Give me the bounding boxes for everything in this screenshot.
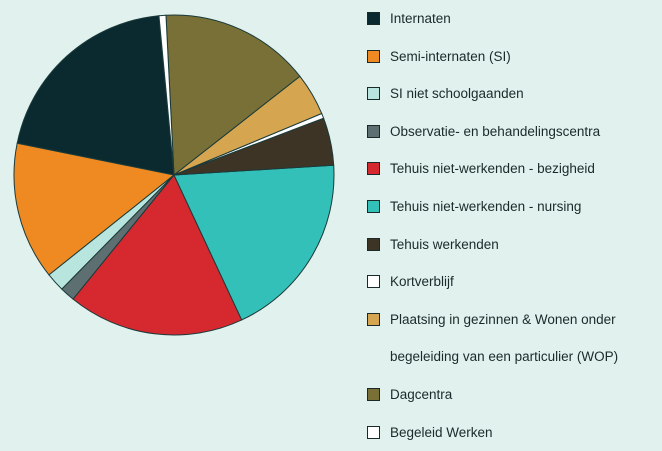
legend-swatch — [367, 275, 380, 289]
legend-swatch — [367, 199, 380, 213]
page: Internaten Semi-internaten (SI) SI niet sc… — [13, 11, 619, 440]
legend-swatch — [367, 237, 380, 251]
legend-label: Kortverblijf — [390, 274, 454, 290]
legend-swatch — [367, 312, 380, 326]
legend-item: Tehuis niet-werkenden - nursing — [367, 188, 662, 226]
pie-slice — [72, 174, 243, 336]
legend-item: Internaten — [367, 0, 662, 38]
pie-slice — [158, 14, 175, 176]
legend-swatch — [367, 124, 380, 138]
legend-label: Tehuis niet-werkenden - bezigheid — [390, 161, 595, 177]
pie-slice — [13, 142, 176, 276]
legend-label: Internaten — [390, 11, 451, 26]
legend-item: Dagcentra — [367, 376, 662, 414]
legend-item: Plaatsing in gezinnen & Wonen onder bege… — [367, 301, 662, 376]
legend-swatch — [367, 49, 380, 63]
legend-label: Dagcentra — [390, 386, 453, 402]
pie-slice — [165, 14, 301, 176]
legend-swatch — [367, 87, 380, 101]
legend-label: SI niet schoolgaanden — [390, 86, 524, 102]
legend-swatch — [367, 425, 380, 439]
legend-swatch — [367, 12, 380, 25]
legend-item: Observatie- en behandelingscentra — [367, 113, 662, 151]
legend-label: Begeleid Werken — [390, 424, 493, 440]
pie-slice — [16, 15, 175, 176]
legend-swatch — [367, 387, 380, 401]
legend-item: Begeleid Werken — [367, 414, 662, 451]
legend-label: Plaatsing in gezinnen & Wonen onder bege… — [390, 311, 619, 365]
legend-item: SI niet schoolgaanden — [367, 75, 662, 113]
legend: Internaten Semi-internaten (SI) SI niet sc… — [367, 0, 662, 451]
legend-item: Kortverblijf — [367, 263, 662, 301]
legend-item: Tehuis niet-werkenden - bezigheid — [367, 150, 662, 188]
legend-label: Semi-internaten (SI) — [390, 48, 511, 64]
legend-label: Tehuis niet-werkenden - nursing — [390, 198, 582, 214]
legend-item: Semi-internaten (SI) — [367, 38, 662, 76]
legend-swatch — [367, 162, 380, 176]
pie-chart — [13, 14, 335, 336]
legend-item: Tehuis werkenden — [367, 226, 662, 264]
legend-label: Observatie- en behandelingscentra — [390, 123, 601, 139]
pie-slice — [173, 164, 335, 321]
legend-label: Tehuis werkenden — [390, 236, 499, 252]
